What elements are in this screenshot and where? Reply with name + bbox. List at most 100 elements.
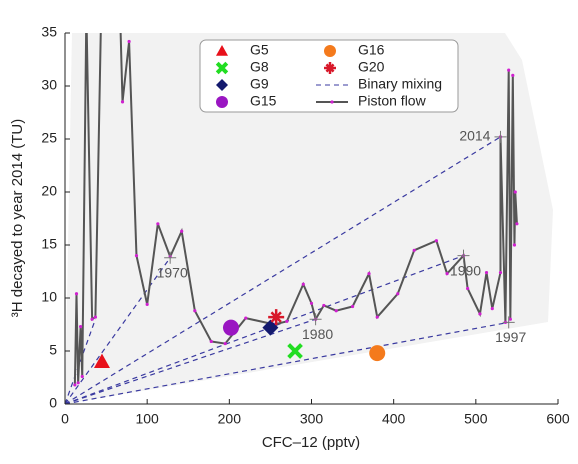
marker-circle [222, 319, 239, 336]
piston-point [498, 270, 503, 275]
piston-point [484, 270, 489, 275]
marker-circle [216, 96, 228, 108]
legend-label: G20 [358, 59, 385, 75]
piston-point [120, 100, 125, 104]
legend-label: Binary mixing [358, 76, 442, 92]
piston-point [285, 319, 289, 323]
annotation-label: 1970 [157, 264, 188, 280]
piston-point [93, 315, 98, 319]
piston-point [434, 239, 438, 243]
mixing-line [65, 257, 171, 404]
mixing-line [65, 255, 464, 404]
marker-circle [324, 45, 336, 57]
legend-box [199, 39, 459, 113]
marker-triangle [93, 353, 110, 368]
legend-label: G8 [250, 59, 269, 75]
x-tick-label: 0 [61, 411, 69, 427]
piston-point [515, 222, 519, 226]
mixing-line [65, 318, 96, 404]
y-tick-label: 5 [49, 342, 57, 358]
piston-point [74, 292, 79, 296]
piston-point [85, 10, 88, 13]
piston-point [80, 374, 84, 379]
piston-point [507, 68, 511, 72]
y-axis-label: ³H decayed to year 2014 (TU) [9, 119, 26, 317]
piston-point [511, 73, 515, 77]
piston-point [512, 243, 517, 247]
mixing-line [65, 321, 509, 404]
annotation-label: 1997 [495, 329, 526, 345]
y-tick-label: 20 [41, 183, 57, 199]
x-tick-label: 300 [300, 411, 324, 427]
x-tick-label: 100 [135, 411, 159, 427]
y-tick-label: 25 [41, 130, 57, 146]
piston-point [134, 254, 139, 258]
piston-point [309, 301, 314, 305]
marker-diamond [216, 79, 228, 91]
piston-point [73, 383, 77, 387]
piston-point [445, 272, 449, 276]
x-tick-label: 200 [218, 411, 242, 427]
annotation-marker [457, 249, 470, 262]
piston-point [76, 381, 80, 385]
piston-point [301, 282, 305, 286]
piston-point [156, 222, 160, 226]
piston-point [490, 307, 494, 311]
piston-point [412, 248, 416, 252]
axes: 0 100 200 300 400 500 600 0 5 10 15 20 25 30 35 1970 198… [41, 24, 569, 427]
marker-circle [369, 345, 386, 362]
legend-label: G16 [358, 42, 385, 58]
y-tick-label: 15 [41, 236, 57, 252]
piston-point [322, 303, 326, 308]
mixing-line [65, 318, 316, 404]
marker-star [324, 62, 336, 74]
piston-point [193, 309, 197, 313]
piston-point [334, 309, 338, 313]
annotation-label: 1990 [450, 262, 481, 278]
annotation-marker [164, 251, 177, 264]
marker-x [287, 343, 303, 359]
legend-label: G9 [250, 76, 269, 92]
y-tick-label: 0 [49, 395, 57, 411]
piston-point [223, 341, 227, 346]
legend-piston-point [330, 100, 334, 104]
marker-triangle [216, 45, 228, 56]
piston-point [396, 292, 400, 296]
piston-point [145, 302, 149, 306]
plot-area [65, 10, 519, 404]
x-tick-label: 400 [382, 411, 406, 427]
piston-point [118, 10, 121, 13]
piston-point [79, 325, 83, 329]
x-tick-label: 600 [546, 411, 570, 427]
piston-point [513, 190, 517, 194]
annotation-label: 1980 [302, 326, 333, 342]
annotation-label: 2014 [459, 128, 490, 144]
piston-point [508, 317, 512, 321]
legend-label: G15 [250, 93, 277, 109]
x-axis-label: CFC–12 (pptv) [262, 434, 360, 451]
piston-point [367, 272, 371, 276]
annotation-marker [502, 316, 515, 329]
piston-point [375, 315, 379, 319]
mixing-region [65, 33, 553, 404]
marker-diamond [262, 319, 279, 336]
annotation-marker [309, 313, 322, 326]
marker-x [215, 61, 229, 75]
y-tick-label: 35 [41, 24, 57, 40]
legend-label: G5 [250, 42, 269, 58]
piston-point [244, 316, 248, 320]
y-tick-label: 10 [41, 289, 57, 305]
legend-label: Piston flow [358, 93, 427, 109]
piston-point [180, 229, 184, 233]
y-tick-label: 30 [41, 77, 57, 93]
mixing-line [65, 136, 501, 404]
piston-point [209, 339, 213, 344]
marker-star [268, 309, 285, 326]
piston-point [478, 312, 482, 316]
piston-point [90, 317, 94, 321]
piston-point [127, 39, 131, 44]
annotation-marker [494, 130, 507, 143]
piston-point [100, 10, 103, 13]
